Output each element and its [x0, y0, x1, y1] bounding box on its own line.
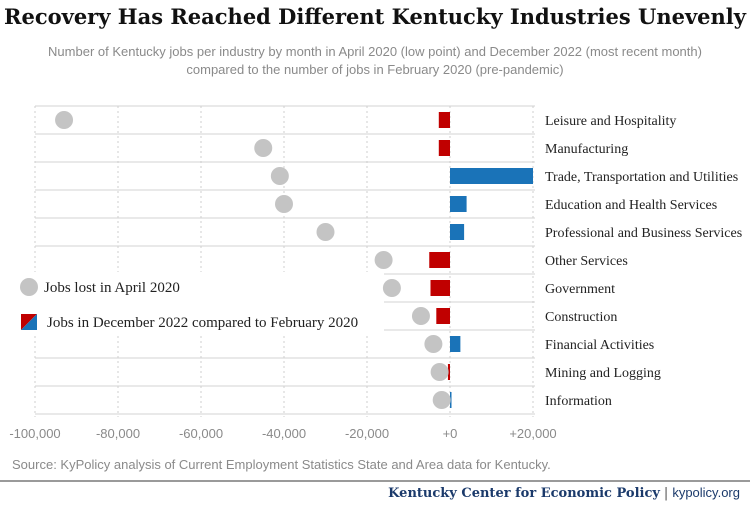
- legend-label-dec-2022: Jobs in December 2022 compared to Februa…: [47, 315, 358, 331]
- chart-subtitle: Number of Kentucky jobs per industry by …: [48, 44, 702, 77]
- bar-dec-2022: [436, 308, 450, 324]
- category-label: Information: [545, 394, 612, 409]
- footer-divider: [0, 480, 750, 482]
- bar-dec-2022: [450, 392, 452, 408]
- dot-apr-2020: [270, 167, 289, 185]
- legend-label-apr-2020: Jobs lost in April 2020: [44, 280, 180, 296]
- legend-background: [12, 272, 384, 334]
- chart-title: Recovery Has Reached Different Kentucky …: [4, 4, 746, 29]
- dot-apr-2020: [316, 223, 335, 241]
- bar-dec-2022: [438, 112, 450, 128]
- category-label: Professional and Business Services: [545, 226, 742, 241]
- category-label: Financial Activities: [545, 338, 654, 353]
- dot-apr-2020: [382, 279, 401, 297]
- category-label: Education and Health Services: [545, 198, 717, 213]
- dot-apr-2020: [55, 111, 74, 129]
- category-label: Other Services: [545, 254, 628, 269]
- footer-url[interactable]: kypolicy.org: [672, 485, 740, 500]
- dot-apr-2020: [424, 335, 443, 353]
- bar-dec-2022: [450, 168, 533, 184]
- dot-apr-2020: [275, 195, 293, 213]
- x-tick-label: -40,000: [262, 426, 306, 441]
- dot-apr-2020: [411, 307, 430, 325]
- source-note: Source: KyPolicy analysis of Current Emp…: [12, 457, 551, 472]
- footer-separator: |: [663, 486, 669, 501]
- legend-swatch-positive: [21, 314, 37, 330]
- category-label: Construction: [545, 310, 617, 325]
- bar-dec-2022: [438, 140, 450, 156]
- dot-apr-2020: [432, 391, 451, 409]
- bar-dec-2022: [430, 280, 450, 296]
- dot-apr-2020: [430, 363, 449, 381]
- x-tick-label: -20,000: [345, 426, 389, 441]
- footer-org: Kentucky Center for Economic Policy: [388, 486, 660, 501]
- x-tick-label: -100,000: [9, 426, 60, 441]
- dot-apr-2020: [374, 251, 393, 269]
- dot-apr-2020: [254, 139, 273, 157]
- bar-dec-2022: [447, 364, 450, 380]
- bar-dec-2022: [450, 224, 465, 240]
- x-tick-label: +0: [443, 426, 458, 441]
- category-label: Mining and Logging: [545, 366, 661, 381]
- footer: Kentucky Center for Economic Policy | kypo…: [388, 485, 740, 501]
- category-label: Leisure and Hospitality: [545, 114, 676, 129]
- x-tick-label: -60,000: [179, 426, 223, 441]
- bar-dec-2022: [450, 196, 467, 212]
- category-label: Manufacturing: [545, 142, 628, 157]
- bar-dec-2022: [450, 336, 461, 352]
- legend-dot-icon: [20, 278, 38, 296]
- x-tick-label: +20,000: [509, 426, 556, 441]
- x-tick-label: -80,000: [96, 426, 140, 441]
- category-label: Government: [545, 282, 615, 297]
- category-label: Trade, Transportation and Utilities: [545, 170, 738, 185]
- bar-dec-2022: [429, 252, 450, 268]
